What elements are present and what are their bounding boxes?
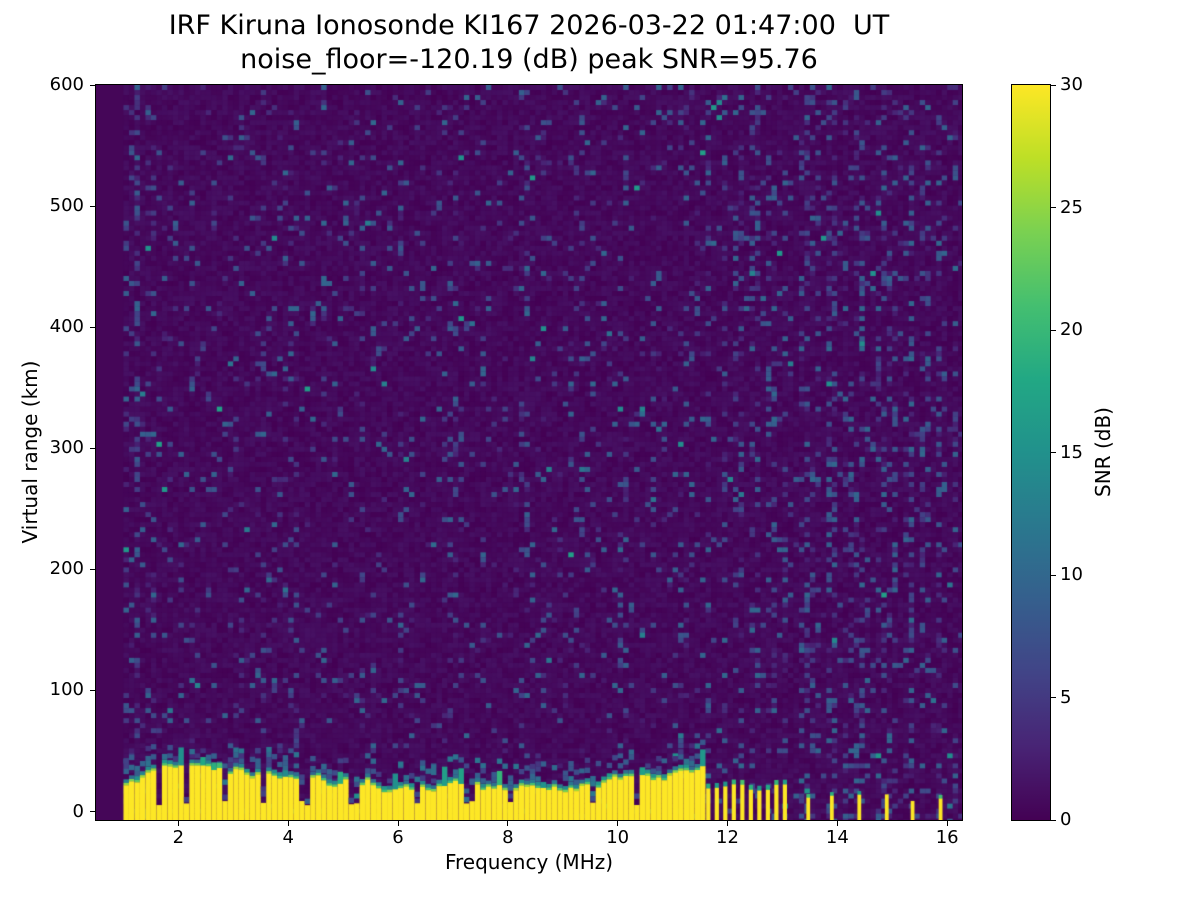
heatmap-canvas: [96, 85, 962, 820]
colorbar-tick-label: 10: [1060, 564, 1083, 585]
x-tick-label: 4: [282, 827, 294, 848]
colorbar-tick-mark: [1051, 697, 1056, 698]
x-tick-label: 16: [935, 827, 959, 848]
colorbar-tick-label: 15: [1060, 441, 1083, 463]
y-tick-mark: [90, 447, 95, 449]
y-tick-mark: [90, 205, 95, 207]
x-tick-mark: [727, 821, 728, 826]
x-tick-label: 10: [606, 827, 630, 848]
colorbar-tick-mark: [1051, 329, 1056, 331]
colorbar-tick-label: 30: [1060, 74, 1083, 95]
colorbar-tick-label: 20: [1060, 319, 1083, 340]
y-tick-label: 300: [49, 437, 84, 459]
colorbar-tick-mark: [1051, 452, 1056, 453]
chart-title: IRF Kiruna Ionosonde KI167 2026-03-22 01…: [168, 10, 890, 41]
colorbar-tick-mark: [1051, 84, 1056, 86]
colorbar-tick-mark: [1051, 207, 1056, 208]
x-tick-label: 12: [716, 827, 739, 848]
chart-subtitle: noise_floor=-120.19 (dB) peak SNR=95.76: [240, 44, 818, 75]
x-tick-mark: [507, 821, 509, 826]
colorbar-tick-mark: [1051, 574, 1056, 576]
y-tick-label: 400: [49, 316, 84, 338]
colorbar-tick-label: 25: [1060, 196, 1083, 218]
x-tick-mark: [287, 821, 289, 826]
y-tick-mark: [90, 326, 95, 328]
y-tick-label: 0: [72, 800, 84, 822]
x-tick-mark: [946, 821, 948, 826]
colorbar-tick-mark: [1051, 819, 1056, 821]
y-tick-mark: [90, 689, 95, 691]
x-tick-mark: [177, 821, 179, 826]
y-tick-label: 500: [49, 195, 84, 217]
x-tick-label: 6: [392, 827, 404, 848]
y-tick-label: 600: [49, 74, 84, 95]
x-tick-label: 14: [825, 827, 849, 848]
colorbar-gradient: [1012, 85, 1050, 820]
x-tick-mark: [617, 821, 619, 826]
x-axis-label: Frequency (MHz): [444, 850, 614, 874]
y-tick-mark: [90, 811, 95, 813]
x-tick-mark: [397, 821, 399, 826]
colorbar-tick-label: 0: [1060, 809, 1072, 830]
x-tick-label: 2: [172, 827, 185, 848]
y-tick-label: 200: [49, 558, 84, 580]
x-tick-label: 8: [502, 827, 514, 848]
y-tick-mark: [90, 84, 95, 86]
x-tick-mark: [836, 821, 838, 826]
colorbar-tick-label: 5: [1060, 686, 1072, 708]
y-tick-label: 100: [49, 679, 84, 701]
y-tick-mark: [90, 568, 95, 570]
